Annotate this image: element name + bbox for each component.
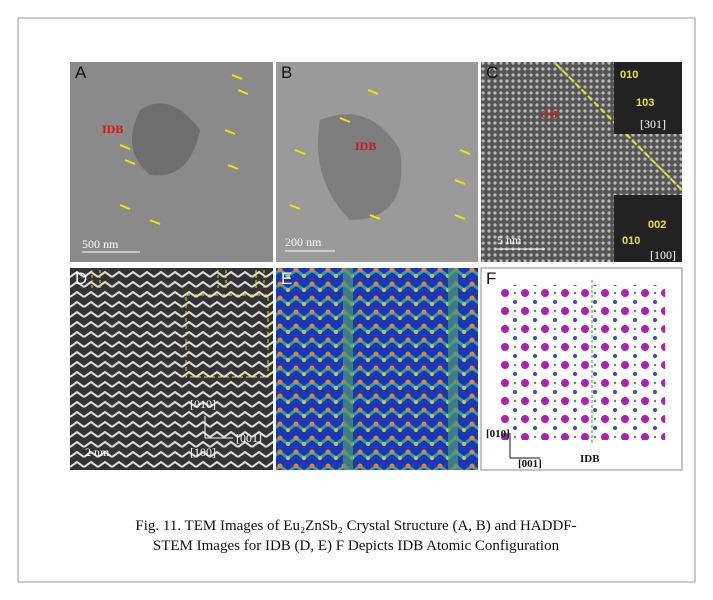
panel-label: C bbox=[486, 63, 498, 82]
zone-axis: [301] bbox=[640, 117, 666, 131]
panel-a: A IDB 500 nm bbox=[70, 62, 273, 262]
atomic-model bbox=[500, 285, 665, 440]
gb-label: GB bbox=[540, 107, 557, 121]
stem-map bbox=[276, 268, 478, 470]
panel-label: B bbox=[281, 63, 292, 82]
panel-d: D [010] [001] [100] 2 nm bbox=[70, 268, 273, 470]
idb-label: IDB bbox=[102, 122, 123, 136]
zone-axis: [100] bbox=[650, 248, 676, 262]
boundary-band bbox=[343, 268, 353, 470]
panel-e: E bbox=[276, 268, 478, 470]
caption-line: Fig. 11. TEM Images of Eu₂ZnSb₂ Crystal … bbox=[135, 518, 576, 534]
page: A IDB 500 nm B IDB 200 nm C GB 010 103 [… bbox=[0, 0, 713, 600]
panel-label: A bbox=[75, 63, 87, 82]
fft-index: 002 bbox=[648, 219, 666, 231]
scale-label: 2 nm bbox=[85, 445, 110, 459]
panel-f: F [010] [001] IDB bbox=[481, 268, 682, 470]
caption-line: STEM Images for IDB (D, E) F Depicts IDB… bbox=[153, 538, 560, 554]
axis-label: [010] bbox=[486, 428, 510, 440]
scale-label: 5 nm bbox=[497, 233, 522, 247]
axis-label: [100] bbox=[190, 445, 216, 459]
fft-index: 103 bbox=[636, 97, 654, 109]
panel-c: C GB 010 103 [301] 002 010 [100] 5 nm bbox=[481, 62, 682, 262]
fft-index: 010 bbox=[620, 69, 638, 81]
scale-label: 200 nm bbox=[285, 235, 322, 249]
axis-label: [001] bbox=[236, 431, 262, 445]
panel-b: B IDB 200 nm bbox=[276, 62, 478, 262]
idb-label: IDB bbox=[580, 453, 600, 465]
scale-label: 500 nm bbox=[82, 237, 119, 251]
axis-label: [001] bbox=[518, 458, 542, 470]
panel-label: F bbox=[486, 269, 496, 288]
axis-label: [010] bbox=[190, 397, 216, 411]
fft-index: 010 bbox=[622, 235, 640, 247]
boundary-band bbox=[448, 268, 458, 470]
panel-label: E bbox=[281, 269, 292, 288]
idb-label: IDB bbox=[355, 139, 376, 153]
panel-label: D bbox=[75, 269, 87, 288]
